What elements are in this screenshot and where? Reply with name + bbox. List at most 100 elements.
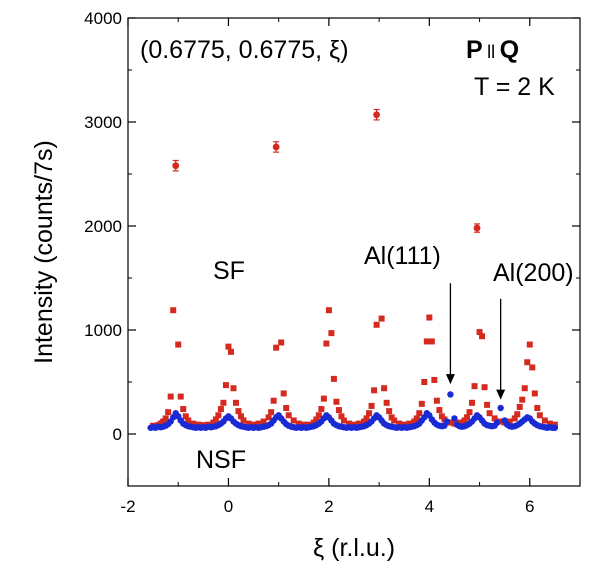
sf-point <box>255 420 262 427</box>
sf-point <box>315 412 322 419</box>
sf-point <box>386 408 393 415</box>
sf-point <box>471 383 478 390</box>
sf-point <box>270 397 277 404</box>
y-axis-title: Intensity (counts/7s) <box>30 140 58 364</box>
sf-point <box>238 413 244 420</box>
sf-point <box>391 417 398 424</box>
sf-point <box>225 343 232 350</box>
sf-point <box>363 415 370 422</box>
sf-point <box>170 307 177 314</box>
sf-point <box>220 399 227 406</box>
sf-point <box>396 420 403 427</box>
sf-point <box>167 393 174 400</box>
sf-point <box>235 408 242 415</box>
sf-point <box>345 420 352 427</box>
sf-point <box>469 399 476 406</box>
sf-point <box>328 330 335 337</box>
sf-point <box>388 414 395 421</box>
sf-point <box>260 418 267 425</box>
sf-point <box>413 415 420 422</box>
sf-point <box>421 379 428 385</box>
y-tick-label: 3000 <box>84 113 122 132</box>
al111-label: Al(111) <box>364 242 441 270</box>
nsf-point <box>551 424 559 431</box>
nsf-point <box>493 419 501 426</box>
annotation-arrows <box>445 283 506 400</box>
x-axis-title: ξ (r.l.u.) <box>313 534 395 562</box>
sf-point <box>521 385 528 392</box>
q-label: Q <box>500 36 519 64</box>
sf-point <box>230 385 237 392</box>
sf-point <box>222 382 229 389</box>
nsf-point <box>443 418 451 425</box>
x-tick-label: 0 <box>224 497 233 516</box>
y-tick-label: 1000 <box>84 321 122 340</box>
sf-point <box>356 420 363 427</box>
sf-point <box>428 338 435 345</box>
sf-point <box>273 344 280 351</box>
sf-point <box>245 420 252 427</box>
sf-error-point <box>373 111 380 119</box>
sf-point <box>185 417 192 424</box>
sf-point <box>212 416 219 423</box>
sf-point <box>511 415 518 422</box>
sf-point <box>278 339 285 346</box>
x-tick-label: 6 <box>525 497 534 516</box>
x-tick-label: -2 <box>120 497 135 516</box>
sf-point <box>461 417 468 424</box>
sf-point <box>318 406 325 413</box>
sf-point <box>524 359 531 366</box>
sf-point <box>438 413 445 420</box>
y-tick-label: 0 <box>113 425 122 444</box>
sf-point <box>320 395 327 402</box>
temperature-label: T = 2 K <box>474 73 555 101</box>
sf-point <box>283 405 290 411</box>
nsf-point <box>451 415 458 422</box>
sf-point <box>534 405 541 411</box>
sf-point <box>476 329 483 336</box>
sf-point <box>464 414 470 421</box>
sf-point <box>190 420 197 427</box>
sf-point <box>479 333 486 340</box>
sf-point <box>426 314 433 321</box>
sf-label: SF <box>213 257 245 285</box>
sf-point <box>240 417 247 424</box>
sf-point <box>295 420 302 427</box>
sf-point <box>340 417 347 424</box>
sf-point <box>265 414 272 421</box>
sf-point <box>541 417 548 424</box>
sf-point <box>546 420 553 427</box>
sf-point <box>290 417 297 424</box>
sf-point <box>215 412 222 419</box>
nsf-point <box>447 391 454 398</box>
sf-point <box>484 401 491 408</box>
sf-point <box>381 385 388 392</box>
sf-point <box>373 321 380 328</box>
sf-point <box>418 400 425 407</box>
sf-point <box>175 341 182 348</box>
sf-point <box>506 418 513 425</box>
sf-point <box>441 416 448 423</box>
al200-arrow-head <box>496 389 506 400</box>
nsf-point <box>497 404 504 412</box>
sf-point <box>162 415 169 422</box>
al111-arrow-head <box>445 374 455 385</box>
sf-point <box>180 406 187 413</box>
sf-point <box>335 407 342 414</box>
sf-point <box>361 418 368 425</box>
sf-point <box>217 406 224 413</box>
sf-point <box>210 419 217 426</box>
sf-error-point <box>473 224 481 232</box>
sf-point <box>371 387 378 394</box>
sf-point <box>268 409 275 416</box>
sf-point <box>310 419 317 426</box>
p-label: P <box>466 36 483 64</box>
axes: -2 0 2 4 6 0 1000 2000 3000 4000 <box>84 9 580 516</box>
y-tick-label: 2000 <box>84 217 122 236</box>
y-tick-label: 4000 <box>84 9 122 28</box>
sf-point <box>416 410 423 417</box>
sf-point <box>366 410 373 417</box>
sf-point <box>368 402 375 409</box>
x-tick-label: 4 <box>425 497 434 516</box>
sf-point <box>514 411 521 418</box>
